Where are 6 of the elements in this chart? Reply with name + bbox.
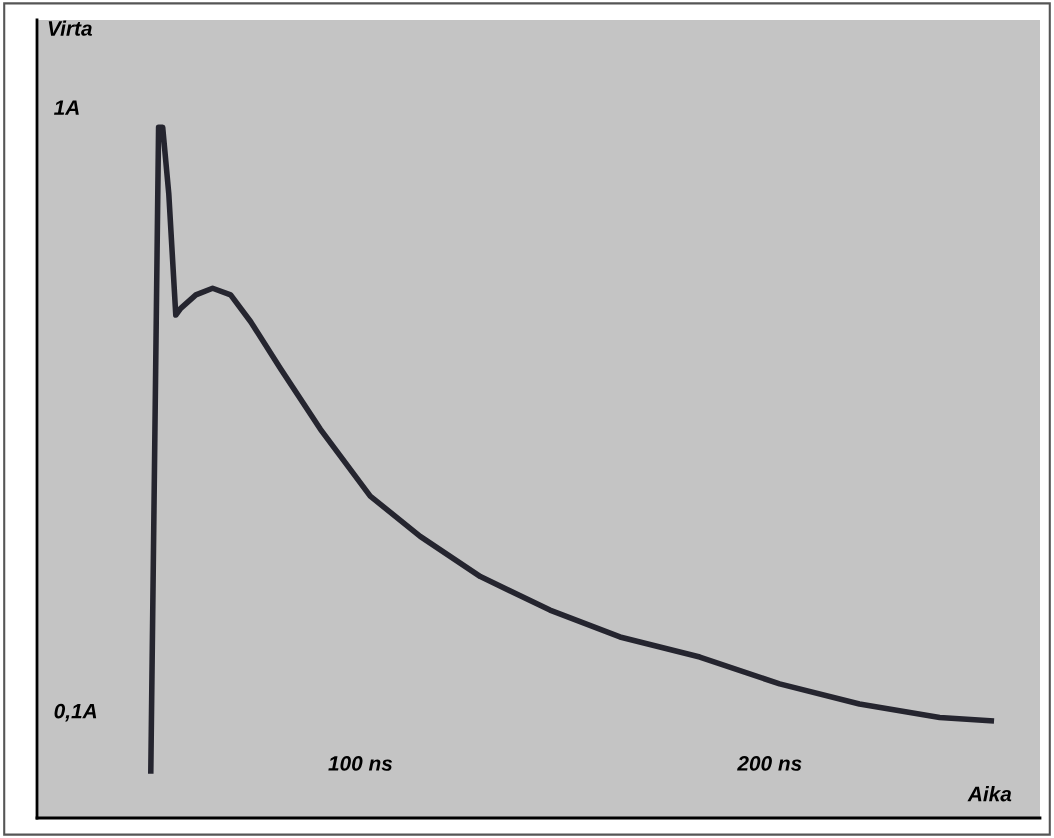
x-tick-label: 200 ns [737,756,802,771]
y-tick-label: 0,1A [54,703,97,722]
x-tick-label: 100 ns [328,756,393,771]
y-tick-label: 1A [54,100,79,115]
x-axis-title: Aika [967,786,1012,802]
y-axis-title: Virta [48,20,92,36]
